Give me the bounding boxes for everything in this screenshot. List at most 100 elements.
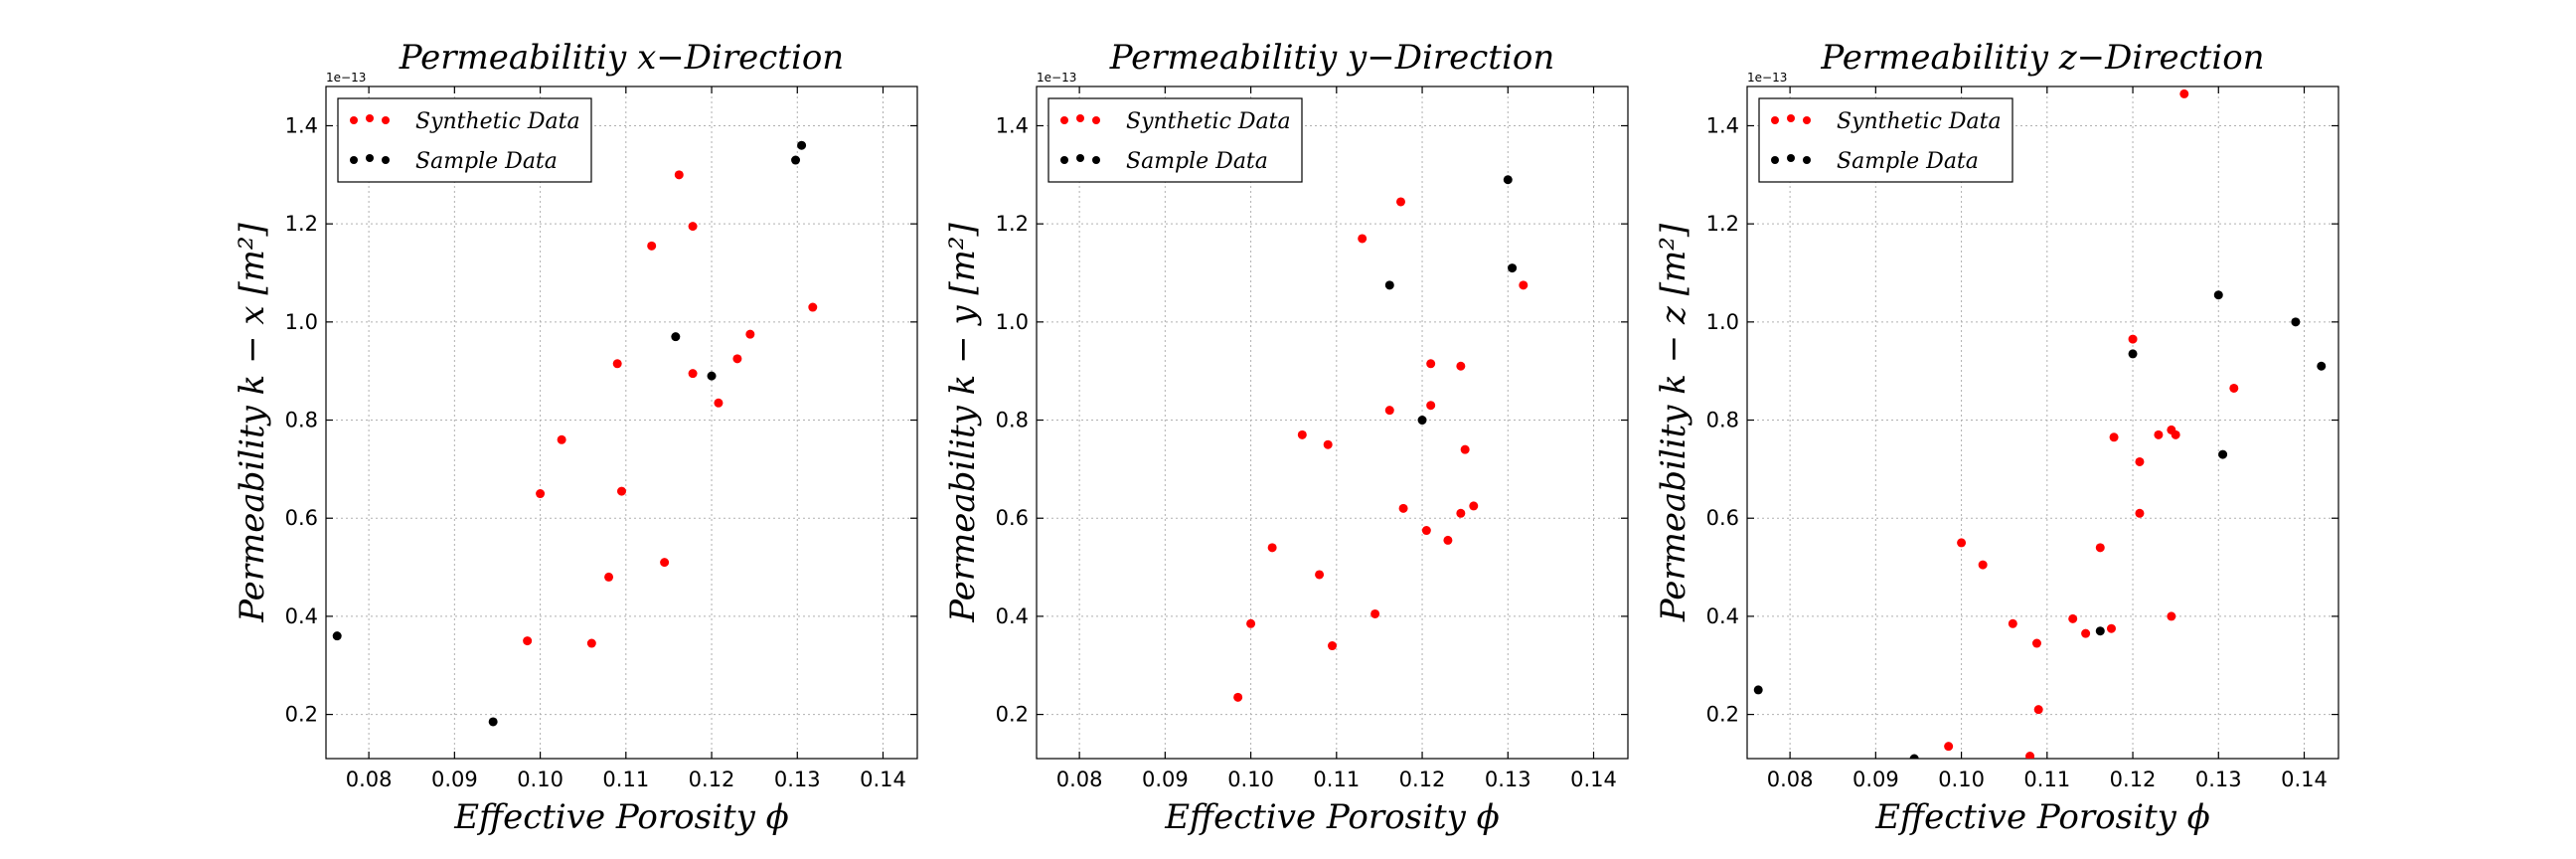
synthetic-legend-label: Synthetic Data [415,109,580,134]
synthetic-data-point [612,359,622,369]
y-axis-label: Permeability k − y [m²] [943,222,983,622]
x-tick-label: 0.11 [602,768,649,791]
synthetic-data-point [2008,618,2017,628]
synthetic-data-point [2033,705,2043,715]
y-offset-text: 1e−13 [326,71,366,85]
synthetic-data-point [714,398,724,408]
synthetic-data-point [1519,280,1529,290]
sample-legend-marker [1771,156,1779,164]
sample-legend-marker [382,156,390,164]
synthetic-data-point [586,638,596,648]
legend-box [337,97,592,183]
synthetic-data-point [604,572,614,582]
y-tick-label: 0.8 [996,409,1029,432]
synthetic-legend-marker [1060,116,1068,124]
synthetic-data-point [1426,401,1436,411]
sample-legend-label: Sample Data [1126,149,1268,174]
sample-legend-marker [366,154,374,162]
sample-legend-marker [1076,154,1084,162]
synthetic-legend-marker [350,116,358,124]
y-axis-label: Permeability k − x [m²] [233,223,272,623]
synthetic-data-point [1395,197,1405,207]
synthetic-legend-marker [1771,116,1779,124]
x-tick-label: 0.14 [2281,768,2328,791]
data-points [1233,175,1529,702]
x-tick-label: 0.09 [1852,768,1899,791]
plot-frame [325,86,918,760]
y-tick-label: 1.2 [996,212,1029,236]
synthetic-data-point [2025,752,2035,759]
synthetic-data-point [2128,334,2138,344]
sample-data-point [797,140,807,150]
sample-data-point [791,155,801,165]
y-offset-text: 1e−13 [1747,71,1787,85]
x-tick-label: 0.08 [1767,768,1814,791]
sample-legend-marker [1060,156,1068,164]
y-tick-label: 0.8 [1706,409,1739,432]
synthetic-data-point [2095,543,2105,553]
synthetic-data-point [732,354,742,364]
y-tick-label: 1.0 [1706,310,1739,334]
y-tick-label: 1.4 [285,113,318,137]
synthetic-data-point [1384,406,1394,416]
plot-frame [1036,86,1629,760]
synthetic-data-point [1297,430,1307,439]
x-tick-label: 0.12 [1399,768,1446,791]
x-tick-label: 0.11 [2023,768,2070,791]
sample-data-point [1384,280,1394,290]
sample-data-point [1417,416,1427,426]
synthetic-legend-label: Synthetic Data [1126,109,1291,134]
panel-title: Permeabilitiy x−Direction [399,38,844,78]
synthetic-data-point [2229,383,2239,393]
x-tick-label: 0.08 [1056,768,1103,791]
synthetic-data-point [2135,456,2145,466]
data-points [332,140,818,727]
sample-legend-marker [350,156,358,164]
synthetic-data-point [1443,535,1453,545]
x-tick-label: 0.10 [1938,768,1985,791]
sample-legend-marker [1787,154,1795,162]
synthetic-data-point [1315,570,1325,580]
synthetic-data-point [617,486,626,496]
x-tick-label: 0.10 [517,768,564,791]
x-tick-label: 0.13 [1485,768,1531,791]
synthetic-legend-marker [1076,114,1084,122]
synthetic-legend-marker [382,116,390,124]
synthetic-data-point [1460,444,1470,454]
synthetic-data-point [688,369,698,379]
sample-data-point [1508,263,1518,273]
synthetic-data-point [523,636,533,646]
synthetic-data-point [647,241,657,251]
y-tick-label: 1.2 [285,212,318,236]
sample-legend-marker [1092,156,1100,164]
legend: Synthetic Data Sample Data [1758,97,2013,183]
synthetic-data-point [1370,608,1380,618]
synthetic-data-point [745,329,755,339]
sample-data-point [1503,175,1513,185]
y-tick-label: 1.0 [285,310,318,334]
synthetic-data-point [660,558,670,568]
sample-data-point [671,332,681,342]
synthetic-data-point [2179,88,2189,98]
sample-legend-label: Sample Data [1837,149,1979,174]
synthetic-legend-label: Synthetic Data [1837,109,2002,134]
synthetic-legend-marker [1092,116,1100,124]
y-tick-label: 0.2 [285,703,318,727]
y-tick-label: 0.6 [285,506,318,530]
synthetic-data-point [1957,538,1967,548]
x-axis-label: Effective Porosity ϕ [453,797,789,837]
synthetic-data-point [2068,613,2078,623]
synthetic-data-point [1426,359,1436,369]
y-tick-label: 0.4 [1706,604,1739,628]
synthetic-data-point [2171,430,2180,439]
x-tick-label: 0.08 [346,768,393,791]
synthetic-data-point [1456,361,1466,371]
synthetic-data-point [2031,638,2041,648]
sample-data-point [2291,317,2301,327]
y-tick-label: 0.4 [996,604,1029,628]
y-tick-label: 0.8 [285,409,318,432]
legend-box [1758,97,2013,183]
x-tick-label: 0.12 [689,768,735,791]
synthetic-data-point [536,489,546,499]
x-axis-label: Effective Porosity ϕ [1874,797,2210,837]
